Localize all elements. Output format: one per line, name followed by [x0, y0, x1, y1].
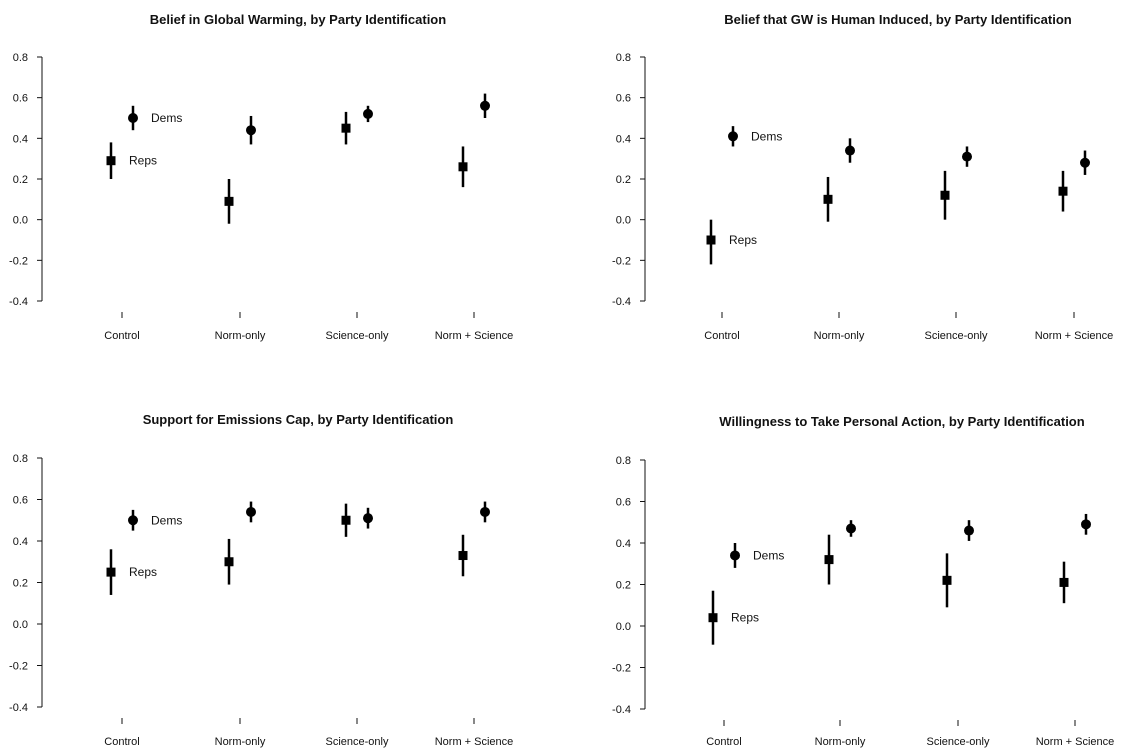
y-tick-label: -0.4: [9, 702, 28, 714]
y-tick-label: 0.0: [13, 619, 28, 631]
x-tick-label: Norm-only: [815, 736, 866, 748]
x-tick-label: Science-only: [927, 736, 990, 748]
y-tick-label: 0.0: [616, 621, 631, 633]
x-tick-label: Norm + Science: [1035, 330, 1114, 342]
point-reps: [1058, 186, 1068, 196]
y-tick-label: 0.6: [616, 93, 631, 105]
point-dems: [846, 523, 856, 534]
point-reps: [706, 235, 716, 245]
point-dems: [363, 108, 373, 119]
series-label-reps: Reps: [731, 611, 759, 625]
y-tick-label: -0.2: [9, 661, 28, 673]
x-tick-label: Control: [104, 330, 139, 342]
y-tick-label: 0.0: [616, 215, 631, 227]
y-tick-label: 0.2: [13, 174, 28, 186]
point-dems: [964, 525, 974, 536]
y-tick-label: 0.2: [616, 580, 631, 592]
x-tick-label: Norm-only: [215, 736, 266, 748]
y-tick-label: -0.4: [9, 296, 28, 308]
y-tick-label: -0.4: [612, 704, 631, 716]
point-dems: [480, 506, 490, 517]
series-label-reps: Reps: [729, 233, 757, 247]
x-tick-label: Science-only: [326, 330, 389, 342]
point-reps: [708, 613, 718, 623]
series-label-dems: Dems: [151, 111, 182, 125]
y-tick-label: -0.2: [612, 255, 631, 267]
point-dems: [1081, 519, 1091, 530]
x-tick-label: Norm + Science: [1036, 736, 1115, 748]
point-dems: [363, 513, 373, 524]
x-tick-label: Norm + Science: [435, 736, 514, 748]
point-reps: [458, 551, 468, 561]
chart-title: Belief that GW is Human Induced, by Part…: [724, 12, 1071, 27]
point-reps: [942, 575, 952, 585]
point-reps: [106, 156, 116, 166]
y-tick-label: 0.8: [13, 52, 28, 64]
y-tick-label: 0.8: [616, 52, 631, 64]
point-reps: [224, 557, 234, 567]
x-tick-label: Norm-only: [814, 330, 865, 342]
x-tick-label: Control: [104, 736, 139, 748]
point-dems: [962, 151, 972, 162]
series-label-dems: Dems: [151, 513, 182, 527]
series-label-dems: Dems: [751, 129, 782, 143]
point-reps: [458, 162, 468, 172]
point-reps: [940, 190, 950, 200]
panel-1: Belief in Global Warming, by Party Ident…: [9, 12, 513, 342]
point-dems: [246, 506, 256, 517]
y-tick-label: 0.2: [13, 578, 28, 590]
x-tick-label: Control: [704, 330, 739, 342]
series-label-reps: Reps: [129, 565, 157, 579]
chart-title: Belief in Global Warming, by Party Ident…: [150, 12, 446, 27]
point-dems: [128, 515, 138, 526]
y-tick-label: 0.4: [616, 538, 631, 550]
point-reps: [823, 194, 833, 204]
point-reps: [224, 196, 234, 206]
y-tick-label: 0.8: [616, 455, 631, 467]
y-tick-label: 0.6: [13, 93, 28, 105]
point-dems: [246, 125, 256, 136]
y-tick-label: 0.2: [616, 174, 631, 186]
x-tick-label: Norm-only: [215, 330, 266, 342]
point-dems: [845, 145, 855, 156]
x-tick-label: Control: [706, 736, 741, 748]
point-dems: [728, 131, 738, 142]
series-label-reps: Reps: [129, 154, 157, 168]
y-tick-label: 0.0: [13, 215, 28, 227]
point-dems: [128, 113, 138, 123]
point-dems: [480, 100, 490, 111]
point-reps: [341, 123, 351, 133]
y-tick-label: 0.6: [616, 497, 631, 509]
point-dems: [730, 550, 740, 561]
y-tick-label: 0.4: [616, 133, 631, 145]
y-tick-label: -0.2: [612, 663, 631, 675]
chart-title: Willingness to Take Personal Action, by …: [719, 414, 1084, 429]
y-tick-label: -0.2: [9, 255, 28, 267]
panel-3: Support for Emissions Cap, by Party Iden…: [9, 412, 513, 748]
y-tick-label: 0.4: [13, 133, 28, 145]
panel-2: Belief that GW is Human Induced, by Part…: [612, 12, 1113, 342]
y-tick-label: 0.4: [13, 536, 28, 548]
x-tick-label: Norm + Science: [435, 330, 514, 342]
panel-4: Willingness to Take Personal Action, by …: [612, 414, 1114, 748]
point-reps: [1059, 577, 1069, 587]
chart-title: Support for Emissions Cap, by Party Iden…: [143, 412, 454, 427]
y-tick-label: -0.4: [612, 296, 631, 308]
x-tick-label: Science-only: [925, 330, 988, 342]
y-tick-label: 0.6: [13, 495, 28, 507]
series-label-dems: Dems: [753, 548, 784, 562]
x-tick-label: Science-only: [326, 736, 389, 748]
y-tick-label: 0.8: [13, 453, 28, 465]
point-reps: [824, 555, 834, 565]
point-reps: [106, 567, 116, 577]
point-reps: [341, 515, 351, 525]
point-dems: [1080, 157, 1090, 168]
